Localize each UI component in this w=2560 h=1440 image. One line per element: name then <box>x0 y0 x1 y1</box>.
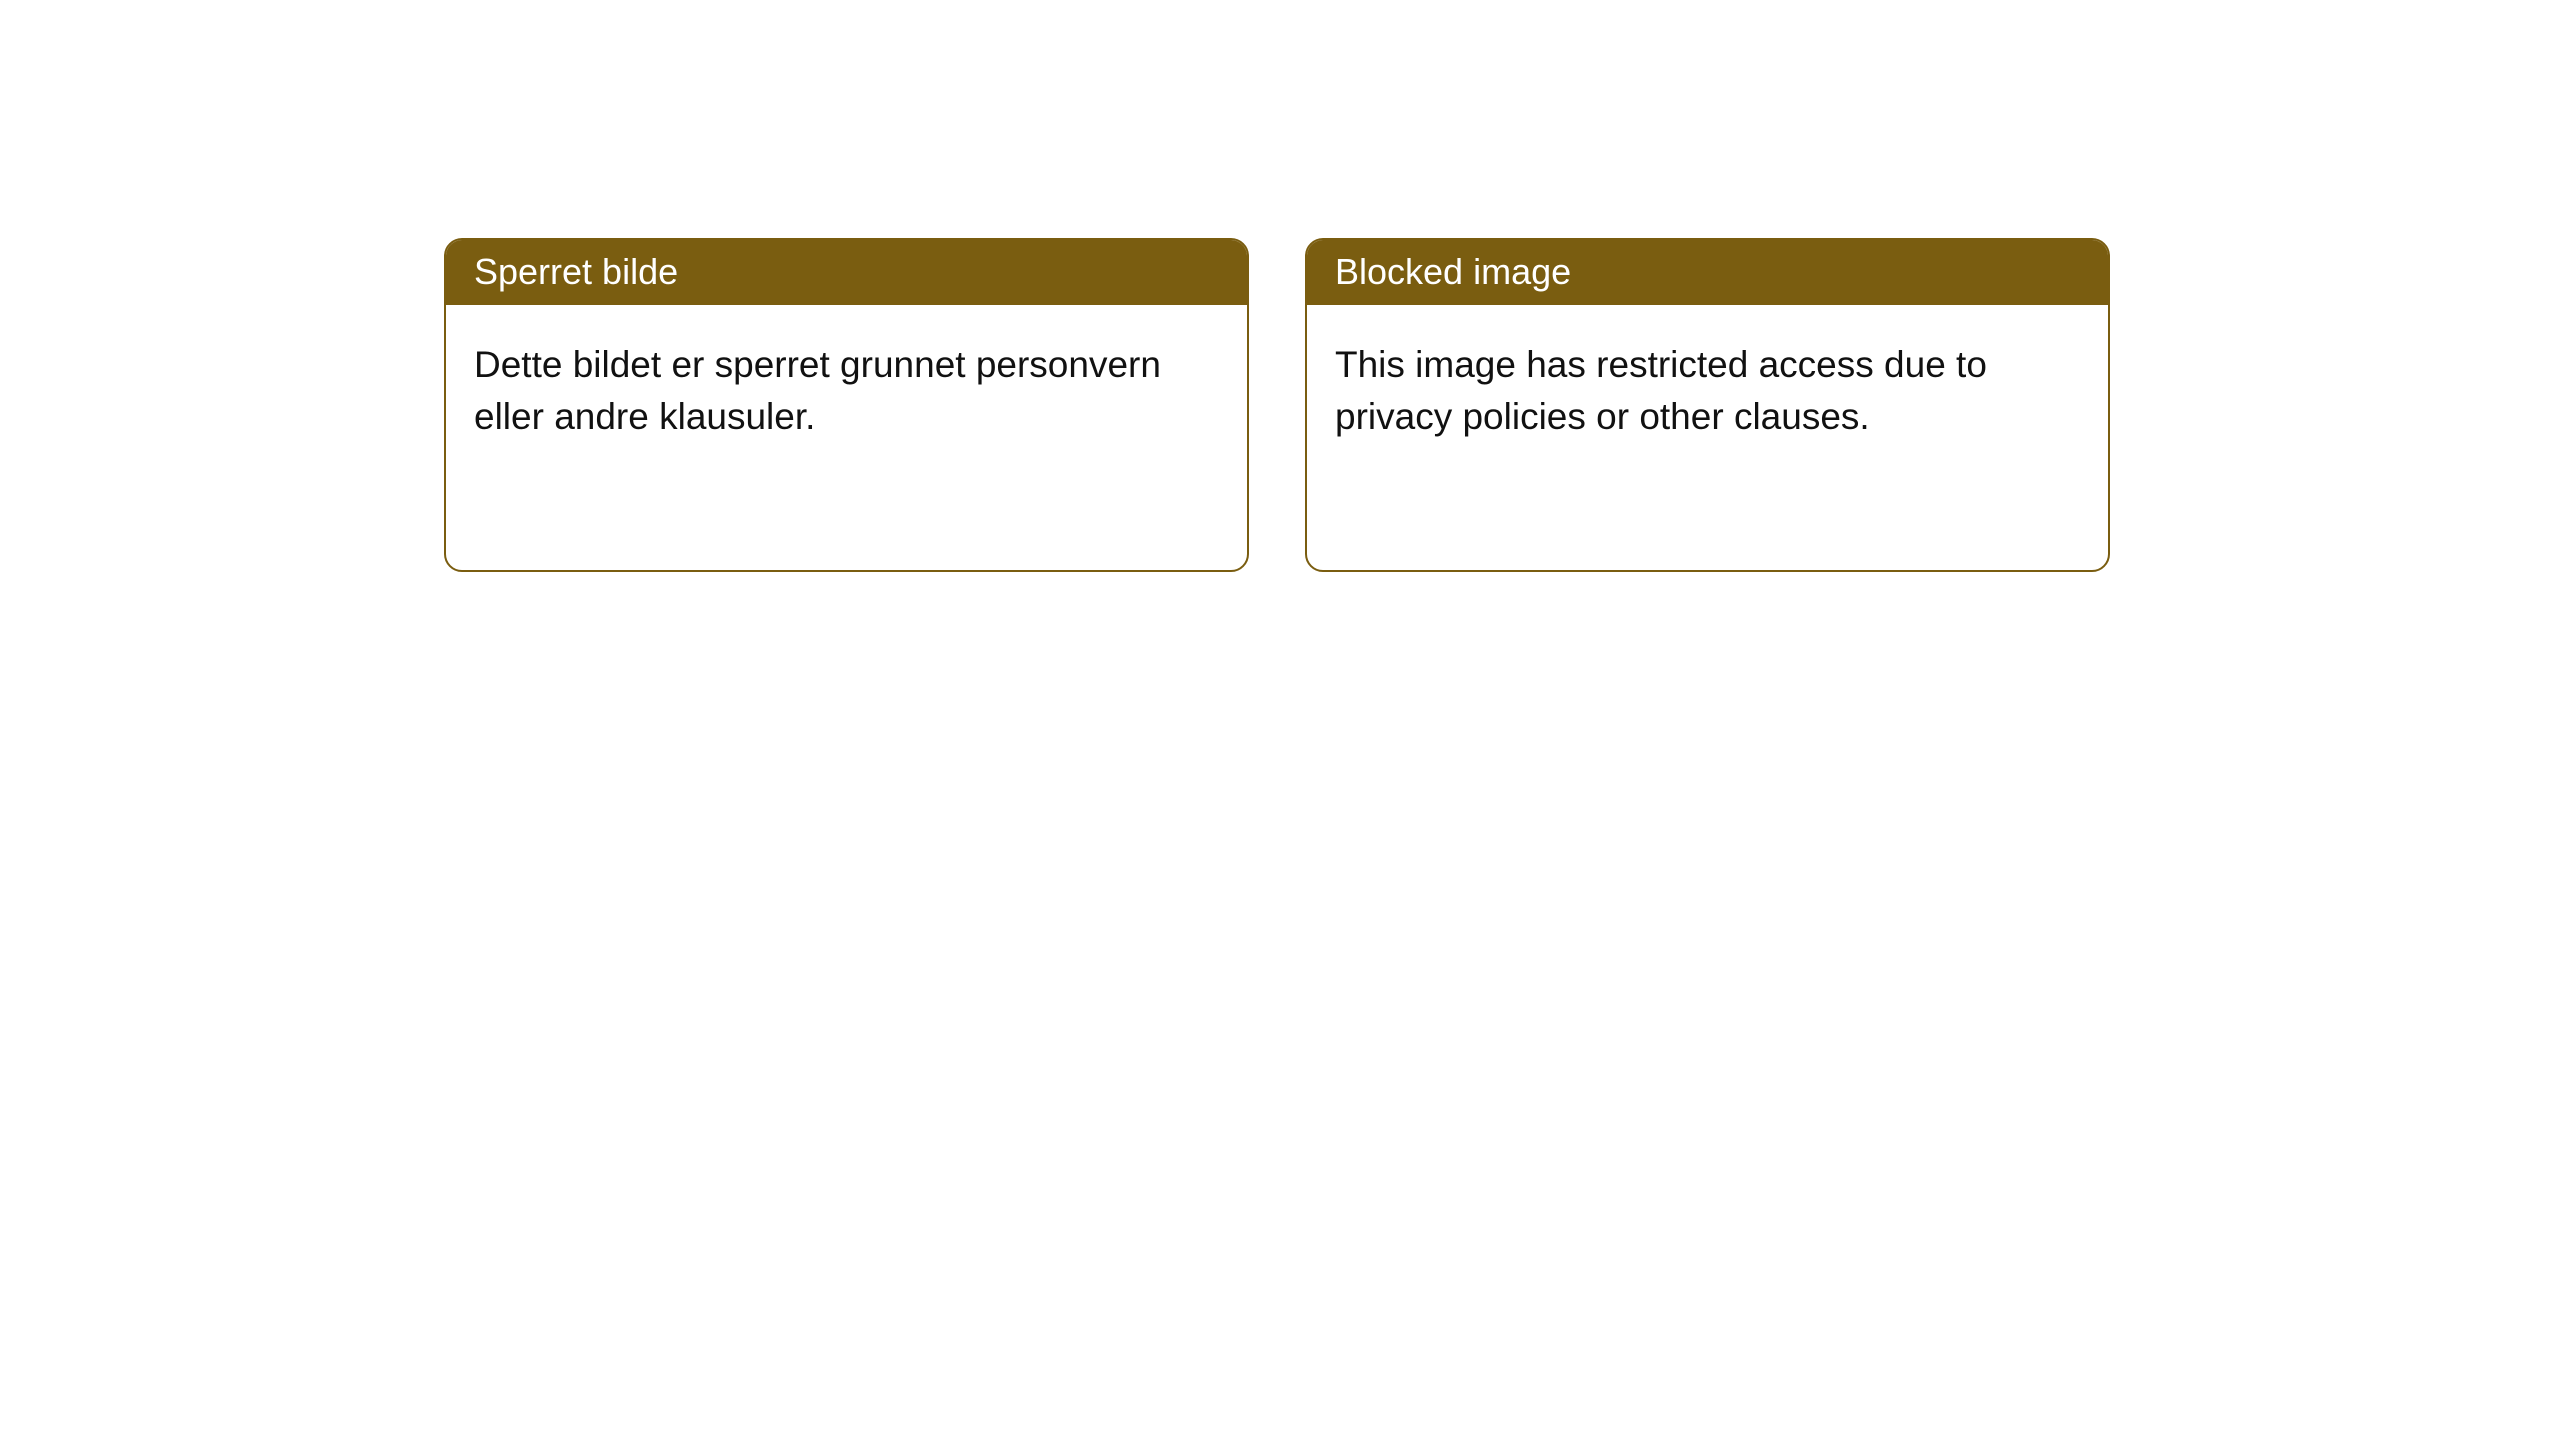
notice-box-english: Blocked image This image has restricted … <box>1305 238 2110 572</box>
notice-box-norwegian: Sperret bilde Dette bildet er sperret gr… <box>444 238 1249 572</box>
notice-header: Blocked image <box>1307 240 2108 305</box>
notice-header: Sperret bilde <box>446 240 1247 305</box>
notice-body: This image has restricted access due to … <box>1307 305 2108 477</box>
notice-body: Dette bildet er sperret grunnet personve… <box>446 305 1247 477</box>
notice-container: Sperret bilde Dette bildet er sperret gr… <box>0 0 2560 572</box>
